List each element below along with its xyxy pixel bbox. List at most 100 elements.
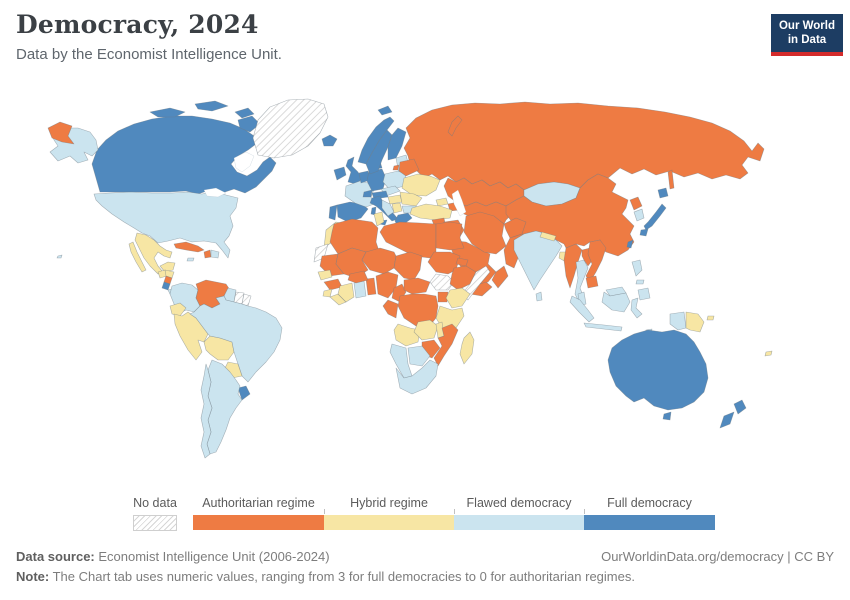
country-taiwan[interactable] <box>626 239 634 249</box>
country-chukotka-russia[interactable] <box>47 121 75 145</box>
country-uganda[interactable] <box>437 291 449 303</box>
country-oman[interactable] <box>491 265 509 289</box>
legend-item-authoritarian[interactable]: Authoritarian regime <box>193 496 324 530</box>
legend-item-full[interactable]: Full democracy <box>584 496 715 530</box>
country-turkey[interactable] <box>409 203 453 221</box>
country-serbia[interactable] <box>391 202 403 214</box>
country-new-zealand-south[interactable] <box>719 411 735 429</box>
country-madagascar[interactable] <box>459 331 475 365</box>
country-dominican-republic[interactable] <box>210 249 220 259</box>
country-sumatra[interactable] <box>569 295 595 323</box>
country-mexico[interactable] <box>134 232 173 275</box>
owid-url-link[interactable]: OurWorldinData.org/democracy <box>601 549 784 564</box>
country-sri-lanka[interactable] <box>535 291 543 302</box>
country-myanmar[interactable] <box>563 243 583 289</box>
country-sierra-leone[interactable] <box>322 288 333 298</box>
country-canada-arctic-2[interactable] <box>194 100 229 112</box>
country-mozambique[interactable] <box>433 323 459 367</box>
country-sudan[interactable] <box>427 251 461 275</box>
country-tasmania[interactable] <box>662 411 672 421</box>
country-japan-hokkaido[interactable] <box>657 187 669 199</box>
country-finland[interactable] <box>387 127 407 161</box>
country-south-africa[interactable] <box>395 359 439 395</box>
country-belarus[interactable] <box>398 158 420 177</box>
country-baja-california[interactable] <box>128 241 147 273</box>
country-java[interactable] <box>583 322 623 332</box>
country-usa[interactable] <box>93 190 239 259</box>
country-haiti[interactable] <box>203 249 212 259</box>
country-canada-arctic-3[interactable] <box>234 107 255 119</box>
country-senegal[interactable] <box>317 269 333 281</box>
country-fiji[interactable] <box>764 350 773 357</box>
legend-item-hybrid[interactable]: Hybrid regime <box>324 496 454 530</box>
country-tanzania[interactable] <box>435 305 465 329</box>
country-iceland[interactable] <box>321 134 338 147</box>
country-ghana[interactable] <box>353 280 367 299</box>
country-sulawesi[interactable] <box>630 297 643 319</box>
country-greenland[interactable] <box>252 98 329 159</box>
country-libya[interactable] <box>379 221 437 259</box>
country-uruguay[interactable] <box>237 385 251 401</box>
country-kenya[interactable] <box>445 287 471 309</box>
country-botswana[interactable] <box>407 345 431 367</box>
country-zambia[interactable] <box>413 319 439 341</box>
country-russia[interactable] <box>403 101 765 191</box>
country-peru[interactable] <box>173 311 209 361</box>
country-chad[interactable] <box>393 251 423 281</box>
owid-logo[interactable]: Our World in Data <box>771 14 843 56</box>
country-cuba[interactable] <box>173 241 205 253</box>
country-spain[interactable] <box>336 201 369 223</box>
country-balkans[interactable] <box>381 199 395 217</box>
country-solomon-islands[interactable] <box>706 315 715 321</box>
legend-no-data[interactable]: No data <box>125 496 185 531</box>
country-canada[interactable] <box>91 115 277 195</box>
country-georgia[interactable] <box>435 197 449 207</box>
country-ivory-coast[interactable] <box>337 282 355 303</box>
country-chile[interactable] <box>200 363 213 459</box>
country-canada-arctic-4[interactable] <box>237 115 261 133</box>
country-nepal[interactable] <box>539 231 557 242</box>
country-hungary[interactable] <box>387 194 403 205</box>
country-togo-benin[interactable] <box>365 277 377 296</box>
country-japan-honshu[interactable] <box>643 203 667 231</box>
country-hawaii[interactable] <box>56 254 63 259</box>
country-angola[interactable] <box>393 323 421 347</box>
country-egypt[interactable] <box>435 221 465 251</box>
country-portugal[interactable] <box>328 204 338 221</box>
country-brazil[interactable] <box>189 295 283 383</box>
country-papua-indonesia[interactable] <box>669 311 687 331</box>
country-switzerland[interactable] <box>362 189 373 198</box>
country-india[interactable] <box>513 230 563 291</box>
country-gabon-congo[interactable] <box>382 299 399 319</box>
country-ethiopia[interactable] <box>449 265 477 291</box>
country-north-korea[interactable] <box>629 196 643 211</box>
country-ukraine[interactable] <box>401 173 441 197</box>
country-canada-arctic-1[interactable] <box>149 107 186 118</box>
country-jamaica[interactable] <box>186 257 195 262</box>
license-link[interactable]: CC BY <box>794 549 834 564</box>
country-kaliningrad[interactable] <box>392 164 400 171</box>
country-novaya-zemlya[interactable] <box>447 115 463 137</box>
country-svalbard[interactable] <box>377 105 393 116</box>
country-philippines-luzon[interactable] <box>631 259 643 277</box>
country-japan-kyushu[interactable] <box>639 228 649 237</box>
country-south-korea[interactable] <box>633 208 645 222</box>
country-cambodia[interactable] <box>585 275 599 289</box>
country-ireland[interactable] <box>333 166 347 181</box>
country-australia[interactable] <box>607 329 709 411</box>
legend-item-flawed[interactable]: Flawed democracy <box>454 496 584 530</box>
country-philippines-visayas[interactable] <box>635 279 645 285</box>
country-philippines-mindanao[interactable] <box>637 287 651 301</box>
country-burkina-faso[interactable] <box>347 270 369 284</box>
country-borneo-indonesia[interactable] <box>601 291 631 313</box>
country-romania[interactable] <box>399 191 423 207</box>
country-papua-new-guinea[interactable] <box>685 311 705 333</box>
country-central-african-republic[interactable] <box>403 277 431 295</box>
country-sakhalin[interactable] <box>667 169 675 190</box>
country-mali[interactable] <box>335 247 369 279</box>
country-tunisia[interactable] <box>373 211 385 227</box>
legend-label-full: Full democracy <box>607 496 692 510</box>
country-ecuador[interactable] <box>169 302 187 317</box>
country-new-zealand-north[interactable] <box>733 399 747 415</box>
country-somalia[interactable] <box>461 265 491 301</box>
